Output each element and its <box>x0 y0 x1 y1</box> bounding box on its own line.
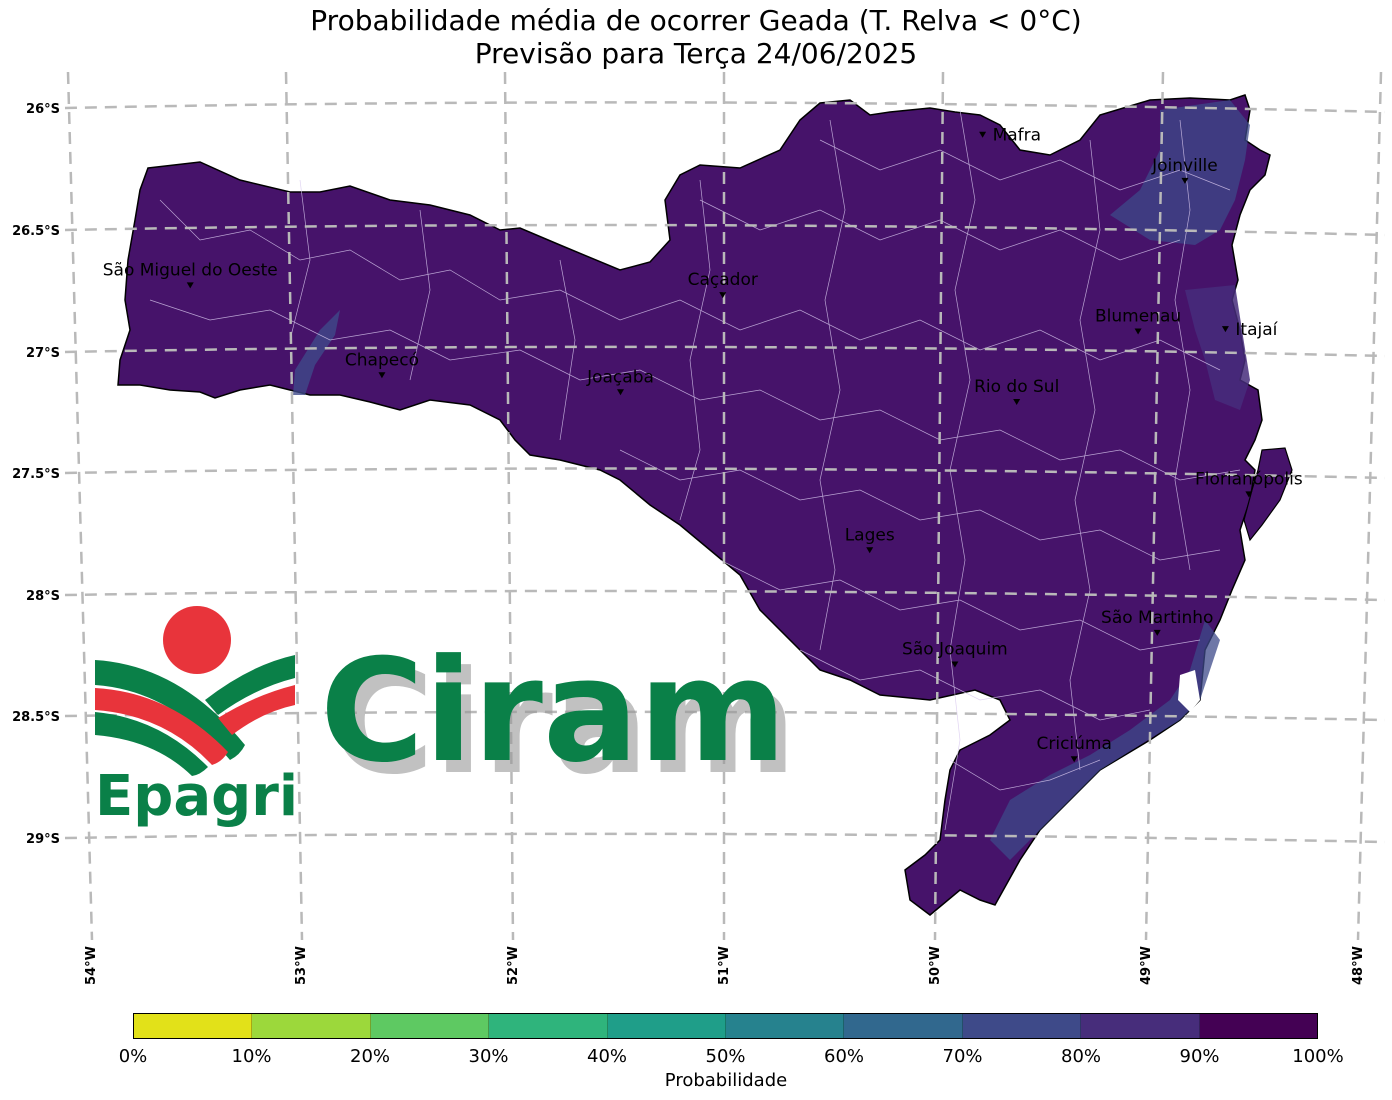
city-marker-7 <box>617 389 624 396</box>
city-marker-3 <box>719 292 727 299</box>
epagri-ciram-logo: Epagri Ciram Ciram <box>95 606 797 829</box>
city-marker-1 <box>1181 177 1189 184</box>
logo-stripe-4 <box>205 655 295 715</box>
longitude-labels: 54°W 53°W 52°W 51°W 50°W 49°W 48°W <box>84 946 1366 985</box>
ciram-text: Ciram <box>320 629 787 794</box>
city-label-12: São Joaquim <box>902 639 1008 659</box>
city-marker-6 <box>378 372 386 379</box>
colorbar-segment-2 <box>370 1014 490 1038</box>
colorbar-segment-4 <box>607 1014 727 1038</box>
colorbar-segment-0 <box>134 1014 253 1038</box>
city-marker-12 <box>951 661 959 668</box>
map-title: Probabilidade média de ocorrer Geada (T.… <box>310 4 1082 37</box>
lon-label-2: 52°W <box>506 946 521 985</box>
lat-label-2: 27°S <box>26 346 60 361</box>
city-label-7: Joaçaba <box>586 367 654 387</box>
city-label-11: São Martinho <box>1101 608 1213 628</box>
chapeco-band <box>293 310 340 395</box>
colorbar-tick-9: 90% <box>1179 1046 1220 1067</box>
city-marker-5 <box>1221 326 1229 333</box>
city-label-0: Mafra <box>993 126 1041 146</box>
city-label-1: Joinville <box>1151 156 1218 176</box>
lat-label-3: 27.5°S <box>12 467 60 482</box>
logo-stripe-2 <box>95 688 228 765</box>
coastal-band-south <box>990 620 1220 860</box>
city-label-3: Caçador <box>688 270 758 290</box>
colorbar-tick-5: 50% <box>705 1046 746 1067</box>
logo-stripe-5 <box>218 685 295 735</box>
municipality-borders <box>149 109 1241 831</box>
colorbar-tick-4: 40% <box>586 1046 628 1067</box>
city-label-8: Rio do Sul <box>974 377 1059 397</box>
coastal-band-north <box>1110 100 1250 245</box>
city-marker-11 <box>1153 629 1161 636</box>
lon-label-0: 54°W <box>84 946 99 985</box>
colorbar-segment-8 <box>1081 1014 1200 1038</box>
city-label-6: Chapecó <box>345 350 419 370</box>
colorbar-segment-1 <box>252 1014 371 1038</box>
colorbar-segment-7 <box>962 1014 1082 1038</box>
city-marker-10 <box>866 547 874 554</box>
city-marker-0 <box>979 131 987 138</box>
lat-label-4: 28°S <box>26 589 60 604</box>
colorbar-tick-6: 60% <box>823 1046 865 1067</box>
city-markers: Mafra Joinville São Miguel do Oeste Caçador… <box>103 126 1303 763</box>
colorbar-segment-9 <box>1199 1014 1318 1038</box>
city-marker-9 <box>1245 491 1253 498</box>
city-label-9: Florianópolis <box>1195 469 1303 489</box>
lat-label-1: 26.5°S <box>12 224 60 239</box>
lat-label-6: 29°S <box>26 832 60 847</box>
city-marker-8 <box>1013 399 1021 406</box>
lat-label-0: 26°S <box>26 102 60 117</box>
lon-label-3: 51°W <box>717 946 732 985</box>
colorbar-tick-0: 0% <box>118 1046 148 1067</box>
colorbar-tick-1: 10% <box>231 1046 272 1067</box>
colorbar <box>133 1013 1318 1039</box>
sun-icon <box>163 606 231 674</box>
colorbar-label: Probabilidade <box>664 1070 788 1091</box>
lon-label-1: 53°W <box>294 946 309 985</box>
city-label-4: Blumenau <box>1095 307 1181 327</box>
logo-stripe-3 <box>95 712 208 776</box>
colorbar-segment-3 <box>489 1014 608 1038</box>
epagri-text: Epagri <box>95 764 298 829</box>
lon-label-5: 49°W <box>1139 946 1154 985</box>
colorbar-tick-7: 70% <box>942 1046 983 1067</box>
city-label-2: São Miguel do Oeste <box>103 260 278 280</box>
colorbar-segment-6 <box>844 1014 963 1038</box>
ciram-text-shadow: Ciram <box>330 641 797 806</box>
city-label-10: Lages <box>845 525 895 545</box>
graticule <box>64 71 1386 941</box>
island-shape <box>1243 447 1293 542</box>
latitude-labels: 26°S 26.5°S 27°S 27.5°S 28°S 28.5°S 29°S <box>12 102 60 847</box>
lon-label-4: 50°W <box>928 946 943 985</box>
lon-label-6: 48°W <box>1351 946 1366 985</box>
map-subtitle: Previsão para Terça 24/06/2025 <box>474 37 918 70</box>
colorbar-tick-3: 30% <box>468 1046 509 1067</box>
coastal-band-mid <box>1185 285 1250 410</box>
city-marker-4 <box>1134 328 1142 335</box>
city-marker-2 <box>186 282 194 289</box>
map-canvas: 26°S 26.5°S 27°S 27.5°S 28°S 28.5°S 29°S… <box>12 71 1386 985</box>
colorbar-segment-5 <box>726 1014 845 1038</box>
city-label-13: Criciúma <box>1036 734 1111 754</box>
coastal-gap <box>1178 670 1200 712</box>
colorbar-tick-8: 80% <box>1060 1046 1102 1067</box>
city-marker-13 <box>1070 756 1078 763</box>
city-label-5: Itajaí <box>1235 320 1278 340</box>
colorbar-tick-2: 20% <box>349 1046 391 1067</box>
colorbar-tick-10: 100% <box>1292 1046 1344 1067</box>
lat-label-5: 28.5°S <box>12 710 60 725</box>
